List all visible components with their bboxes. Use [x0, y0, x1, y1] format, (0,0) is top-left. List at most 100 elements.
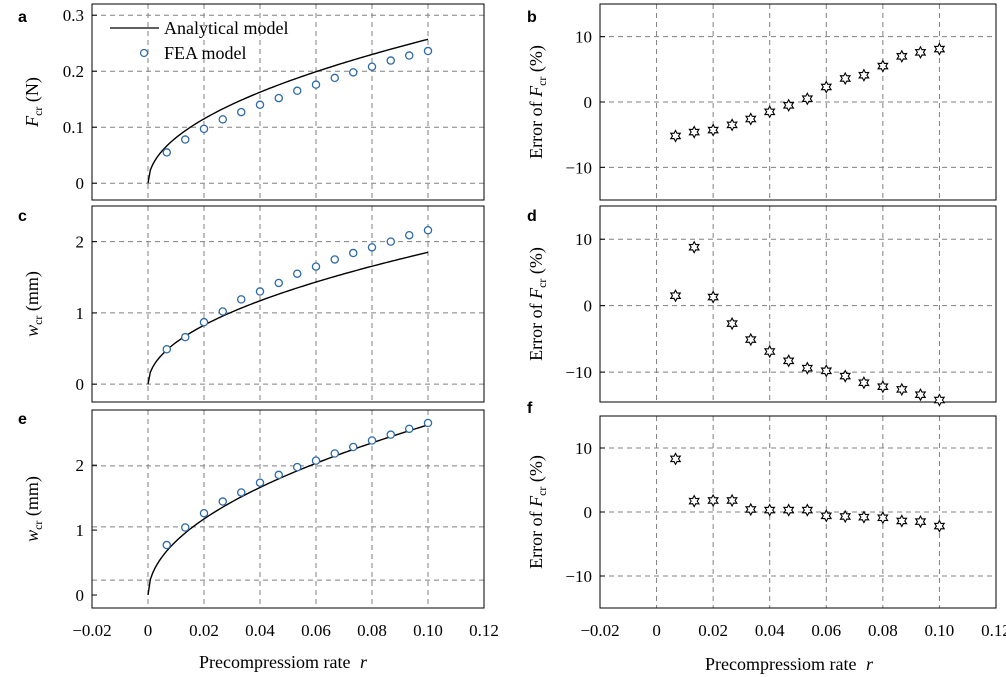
y-axis-unit-c: (mm) [22, 271, 43, 316]
y-axis-label-a: Fcr (N) [22, 77, 45, 128]
y-axis-var-d: F [526, 287, 546, 300]
fea-point-c-2 [199, 317, 209, 327]
error-point-f-4 [744, 502, 757, 517]
y-axis-text-d: Error of [526, 299, 546, 361]
y-tick-label-c-0: 0 [76, 375, 85, 394]
error-point-b-6 [782, 98, 795, 112]
fea-point-c-12 [386, 237, 396, 246]
panel-d: −10 0 10 d Error of Fcr (%) [526, 205, 997, 407]
fea-point-e-0 [162, 540, 172, 550]
error-point-d-14 [933, 393, 946, 407]
error-point-f-11 [877, 511, 889, 525]
error-point-f-8 [820, 509, 833, 523]
fea-point-a-10 [348, 68, 358, 77]
error-point-b-7 [801, 92, 814, 106]
frame-c [91, 205, 485, 403]
error-point-b-4 [744, 112, 757, 126]
error-point-f-13 [914, 514, 927, 529]
x-axis-var-left: r [360, 652, 368, 672]
fea-point-a-7 [292, 86, 302, 96]
panel-letter-e: e [18, 411, 27, 428]
fea-point-e-4 [236, 488, 246, 497]
y-axis-var-c: w [22, 325, 42, 337]
y-tick-label-d-1: 0 [584, 297, 593, 316]
x-axis-var-right: r [866, 654, 874, 674]
error-point-b-5 [763, 105, 776, 119]
panel-c: 0 1 2 c wcr (mm) [18, 205, 485, 403]
panel-f: −10 0 10 −0.02 0 0.02 0.04 0.06 0.08 0.10 0.12 f Err… [526, 400, 1006, 640]
error-point-d-4 [744, 332, 757, 347]
fea-point-c-3 [218, 307, 228, 316]
y-axis-var-e: w [22, 530, 42, 542]
y-tick-label-a-1: 0.1 [63, 118, 84, 137]
error-point-d-5 [763, 344, 776, 359]
y-axis-unit-b: (%) [526, 45, 547, 76]
error-point-b-10 [858, 68, 870, 82]
y-axis-label-c: wcr (mm) [22, 271, 45, 337]
panel-letter-c: c [18, 208, 27, 225]
fea-point-e-10 [348, 442, 358, 452]
fea-point-a-13 [404, 51, 414, 60]
fea-point-a-11 [367, 62, 377, 71]
error-point-d-13 [914, 388, 927, 402]
y-tick-label-d-0: −10 [565, 363, 592, 382]
fea-point-c-11 [367, 243, 377, 252]
y-tick-label-b-2: 10 [575, 28, 592, 47]
fea-point-c-13 [404, 230, 414, 240]
y-tick-label-b-1: 0 [584, 93, 593, 112]
panel-a: 0 0.1 0.2 0.3 a Fcr (N) [18, 3, 485, 201]
error-point-d-6 [782, 354, 795, 368]
fea-point-e-11 [367, 436, 377, 445]
y-tick-label-a-2: 0.2 [63, 62, 84, 81]
y-tick-label-f-0: −10 [565, 567, 592, 586]
error-point-b-9 [839, 71, 852, 86]
y-axis-sub-c: cr [31, 316, 45, 325]
error-point-f-1 [688, 494, 700, 508]
fea-point-e-3 [218, 497, 228, 506]
x-tick-label-e-3: 0.04 [245, 621, 275, 640]
y-axis-text-f: Error of [526, 507, 546, 569]
error-point-b-13 [914, 45, 927, 60]
panel-letter-d: d [527, 208, 537, 225]
fea-point-e-14 [423, 418, 433, 428]
legend-label-analytical: Analytical model [164, 18, 288, 38]
fea-point-c-4 [236, 295, 246, 304]
x-tick-label-e-2: 0.02 [189, 621, 219, 640]
y-axis-var-b: F [526, 85, 546, 98]
x-tick-label-e-6: 0.10 [413, 621, 443, 640]
y-axis-var-f: F [526, 495, 546, 508]
error-point-f-14 [933, 519, 946, 533]
y-axis-sub-d: cr [535, 279, 549, 288]
y-axis-unit-e: (mm) [22, 476, 43, 521]
y-tick-label-c-2: 2 [76, 233, 85, 252]
frame-d [599, 205, 997, 403]
y-tick-label-f-2: 10 [575, 439, 592, 458]
fea-point-a-3 [218, 115, 228, 124]
error-point-d-2 [707, 290, 719, 304]
frame-a [91, 3, 485, 201]
y-axis-var-a: F [22, 115, 42, 128]
fea-point-e-9 [330, 449, 340, 458]
y-axis-text-b: Error of [526, 97, 546, 159]
fea-point-a-1 [180, 135, 190, 144]
x-tick-label-f-4: 0.06 [811, 621, 841, 640]
x-axis-title-left: Precompressiom rate r [199, 652, 368, 672]
fea-point-a-6 [274, 93, 284, 103]
error-point-b-1 [688, 125, 700, 139]
x-tick-label-f-5: 0.08 [868, 621, 898, 640]
panel-letter-a: a [18, 9, 27, 26]
error-point-d-9 [839, 369, 852, 383]
y-tick-label-a-0: 0 [76, 174, 85, 193]
error-point-d-0 [669, 289, 682, 303]
x-tick-label-f-2: 0.02 [698, 621, 728, 640]
error-point-b-2 [707, 123, 719, 137]
y-axis-label-f: Error of Fcr (%) [526, 455, 549, 569]
error-point-b-14 [933, 42, 946, 56]
fea-point-c-10 [348, 248, 358, 258]
legend-label-fea: FEA model [164, 43, 247, 63]
x-tick-label-f-6: 0.10 [925, 621, 955, 640]
fea-point-c-6 [274, 278, 284, 288]
error-point-f-3 [726, 493, 738, 508]
y-tick-label-e-0: 0 [76, 586, 85, 605]
